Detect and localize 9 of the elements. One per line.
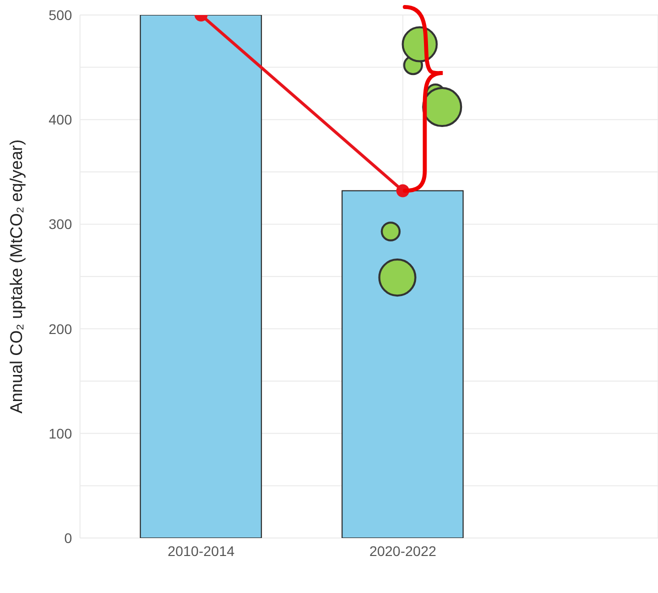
y-tick-label: 300 xyxy=(48,216,72,232)
y-tick-label: 500 xyxy=(48,6,72,23)
y-tick-label: 0 xyxy=(64,530,72,546)
x-tick-label: 2010-2014 xyxy=(168,542,235,559)
y-axis-title: Annual CO₂ uptake (MtCO₂ eq/year) xyxy=(7,140,26,414)
y-tick-label: 200 xyxy=(48,320,72,337)
y-tick-label: 100 xyxy=(48,425,72,442)
x-tick-label: 2020-2022 xyxy=(369,542,436,559)
y-tick-label: 400 xyxy=(48,112,72,128)
